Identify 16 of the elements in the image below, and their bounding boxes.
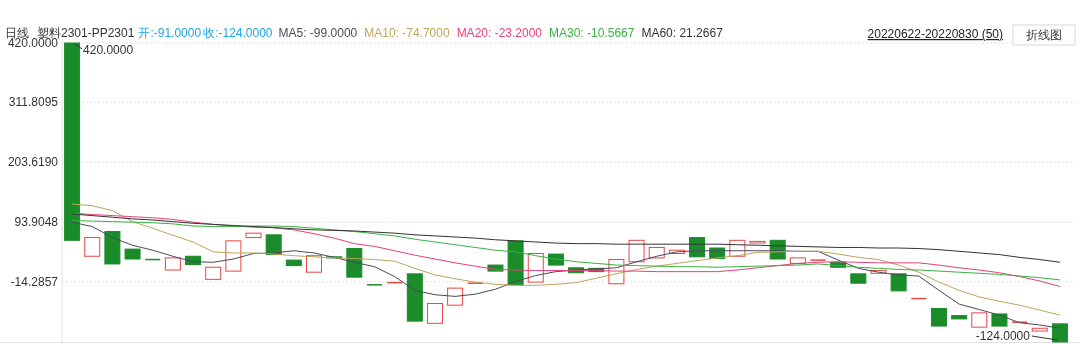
y-tick-label: 203.6190 [7,154,59,169]
text: 折线图 [1026,28,1062,42]
y-tick-label: -14.2857 [10,274,59,289]
text: 开:-91.0000 [138,26,202,40]
y-tick-label: 93.9048 [14,215,59,230]
annotation: -124.0000 [975,329,1031,343]
text: 收:-124.0000 [203,26,273,40]
text: MA60: 21.2667 [641,26,723,40]
note-high: 420.0000 [74,43,134,57]
text: 20220622-20220830 (50) [867,27,1003,41]
y-tick-label: 311.8095 [8,95,59,110]
text: MA20: -23.2000 [456,26,543,40]
text: MA10: -74.7000 [364,26,450,40]
text: MA5: -99.0000 [278,26,358,40]
note-low: -124.0000 [975,329,1058,343]
text: MA30: -10.5667 [549,26,635,40]
